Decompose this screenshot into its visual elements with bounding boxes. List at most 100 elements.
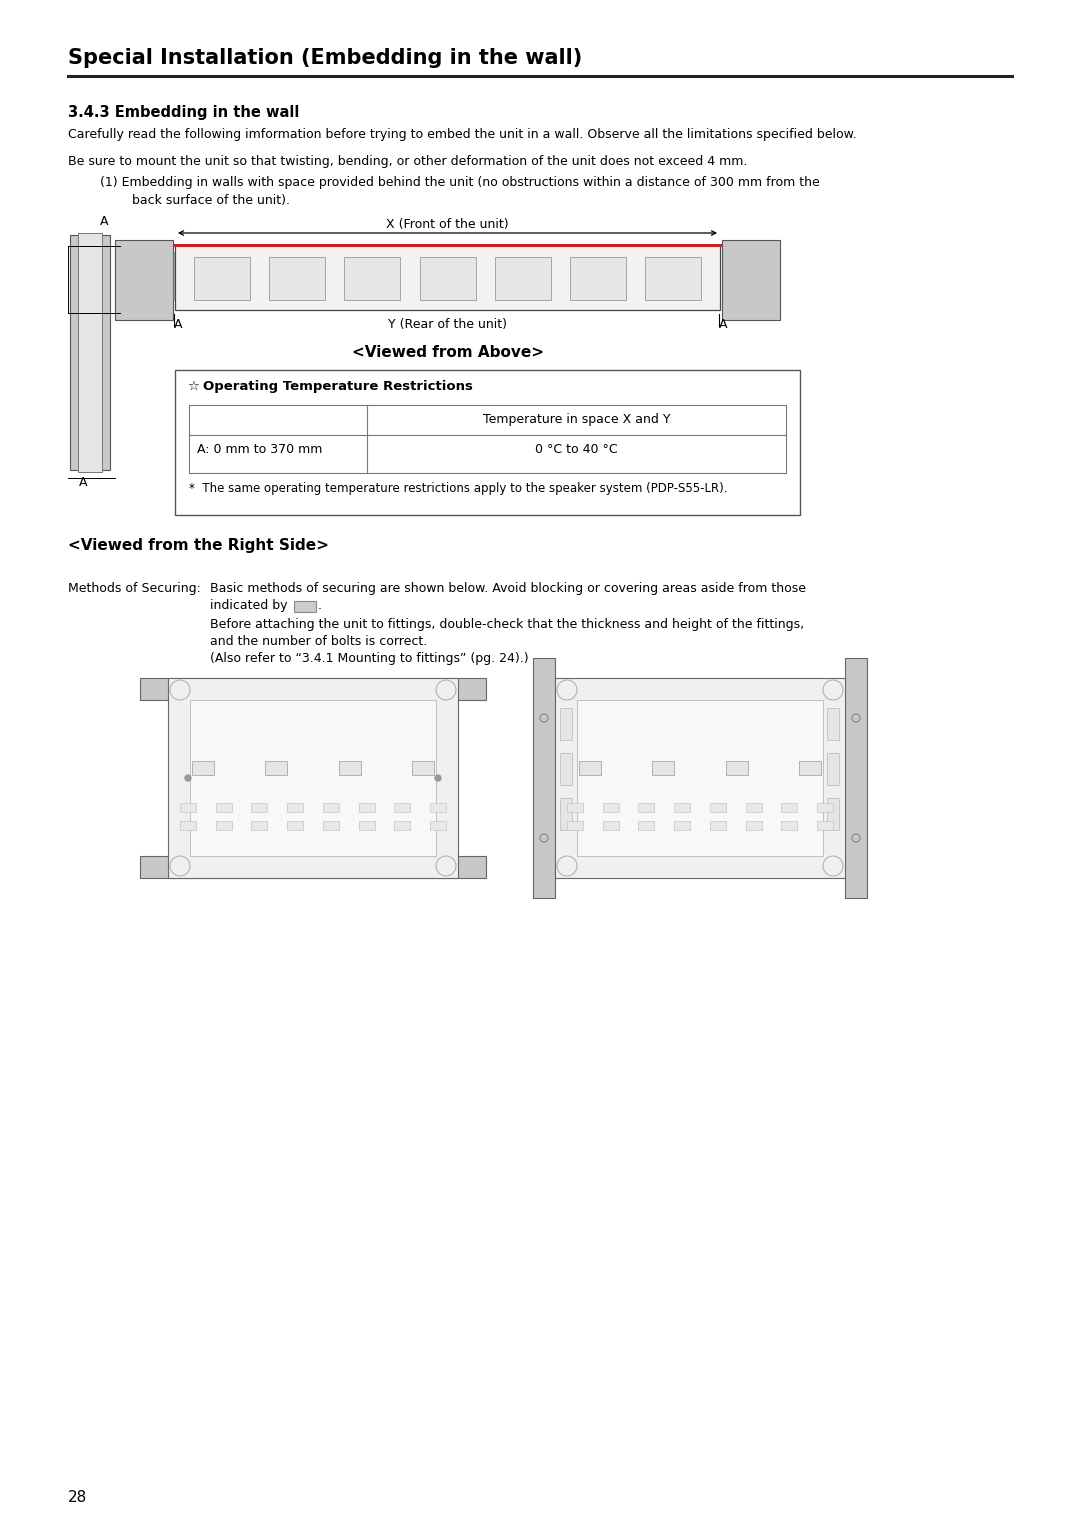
Bar [190,700,436,856]
Bar [561,753,572,785]
Bar [638,804,654,811]
Bar [645,257,701,299]
Bar [419,257,475,299]
Bar [180,821,195,830]
Bar [726,761,747,775]
Bar [266,761,287,775]
Bar [430,821,446,830]
Text: X (Front of the unit): X (Front of the unit) [387,219,509,231]
Bar [567,804,583,811]
Bar [394,804,410,811]
Bar [168,678,458,879]
Text: 0 °C to 40 °C: 0 °C to 40 °C [536,443,618,455]
Bar [603,821,619,830]
Text: *  The same operating temperature restrictions apply to the speaker system (PDP-: * The same operating temperature restric… [189,481,728,495]
Text: 28: 28 [68,1490,87,1505]
Bar [323,804,339,811]
Text: A: 0 mm to 370 mm: A: 0 mm to 370 mm [197,443,322,455]
Text: Be sure to mount the unit so that twisting, bending, or other deformation of the: Be sure to mount the unit so that twisti… [68,154,747,168]
Text: Special Installation (Embedding in the wall): Special Installation (Embedding in the w… [68,47,582,69]
Bar [534,659,555,898]
Bar [78,232,102,472]
Bar [710,821,726,830]
Bar [603,804,619,811]
Bar [781,821,797,830]
Text: A: A [100,215,108,228]
Bar [827,707,839,740]
Bar [287,804,303,811]
Text: and the number of bolts is correct.: and the number of bolts is correct. [210,636,428,648]
Bar [192,761,214,775]
Circle shape [185,775,191,781]
Text: <Viewed from the Right Side>: <Viewed from the Right Side> [68,538,329,553]
Bar [269,257,325,299]
Bar [175,244,720,310]
Bar [495,257,551,299]
Bar [816,821,833,830]
Bar [745,821,761,830]
Text: A: A [79,477,87,489]
Bar [175,370,800,515]
Text: indicated by: indicated by [210,599,287,613]
Bar [781,804,797,811]
Bar [570,257,625,299]
Bar [799,761,821,775]
Bar [359,821,375,830]
Bar [577,700,823,856]
Bar [579,761,600,775]
Bar [323,821,339,830]
Text: A: A [719,318,728,332]
Text: Basic methods of securing are shown below. Avoid blocking or covering areas asid: Basic methods of securing are shown belo… [210,582,806,594]
Bar [70,235,110,471]
Text: Methods of Securing:: Methods of Securing: [68,582,201,594]
Bar [339,761,361,775]
Text: .: . [318,599,322,613]
Bar [216,804,232,811]
Bar [114,240,173,319]
Bar [294,601,316,613]
Bar [173,254,177,299]
Text: Temperature in space X and Y: Temperature in space X and Y [483,413,671,426]
Circle shape [435,775,441,781]
Bar [140,678,486,700]
Bar [140,856,486,879]
Bar [252,821,268,830]
Bar [561,798,572,830]
Text: Carefully read the following imformation before trying to embed the unit in a wa: Carefully read the following imformation… [68,128,856,141]
Text: (Also refer to “3.4.1 Mounting to fittings” (pg. 24).): (Also refer to “3.4.1 Mounting to fittin… [210,652,528,665]
Text: Before attaching the unit to fittings, double-check that the thickness and heigh: Before attaching the unit to fittings, d… [210,617,805,631]
Text: back surface of the unit).: back surface of the unit). [116,194,291,206]
Bar [359,804,375,811]
Bar [555,678,845,879]
Bar [674,804,690,811]
Bar [216,821,232,830]
Bar [745,804,761,811]
Text: A: A [174,318,183,332]
Bar [827,753,839,785]
Bar [638,821,654,830]
Bar [411,761,434,775]
Bar [287,821,303,830]
Text: Operating Temperature Restrictions: Operating Temperature Restrictions [203,380,473,393]
Text: 3.4.3 Embedding in the wall: 3.4.3 Embedding in the wall [68,105,299,121]
Bar [652,761,674,775]
Bar [345,257,401,299]
Bar [430,804,446,811]
Bar [561,707,572,740]
Text: ☆: ☆ [187,380,199,393]
Text: (1) Embedding in walls with space provided behind the unit (no obstructions with: (1) Embedding in walls with space provid… [100,176,820,189]
Bar [845,659,867,898]
Bar [723,240,780,319]
Bar [816,804,833,811]
Bar [674,821,690,830]
Bar [567,821,583,830]
Bar [189,405,786,474]
Bar [194,257,251,299]
Bar [710,804,726,811]
Bar [394,821,410,830]
Bar [252,804,268,811]
Bar [827,798,839,830]
Text: <Viewed from Above>: <Viewed from Above> [351,345,543,361]
Bar [180,804,195,811]
Text: Y (Rear of the unit): Y (Rear of the unit) [388,318,507,332]
